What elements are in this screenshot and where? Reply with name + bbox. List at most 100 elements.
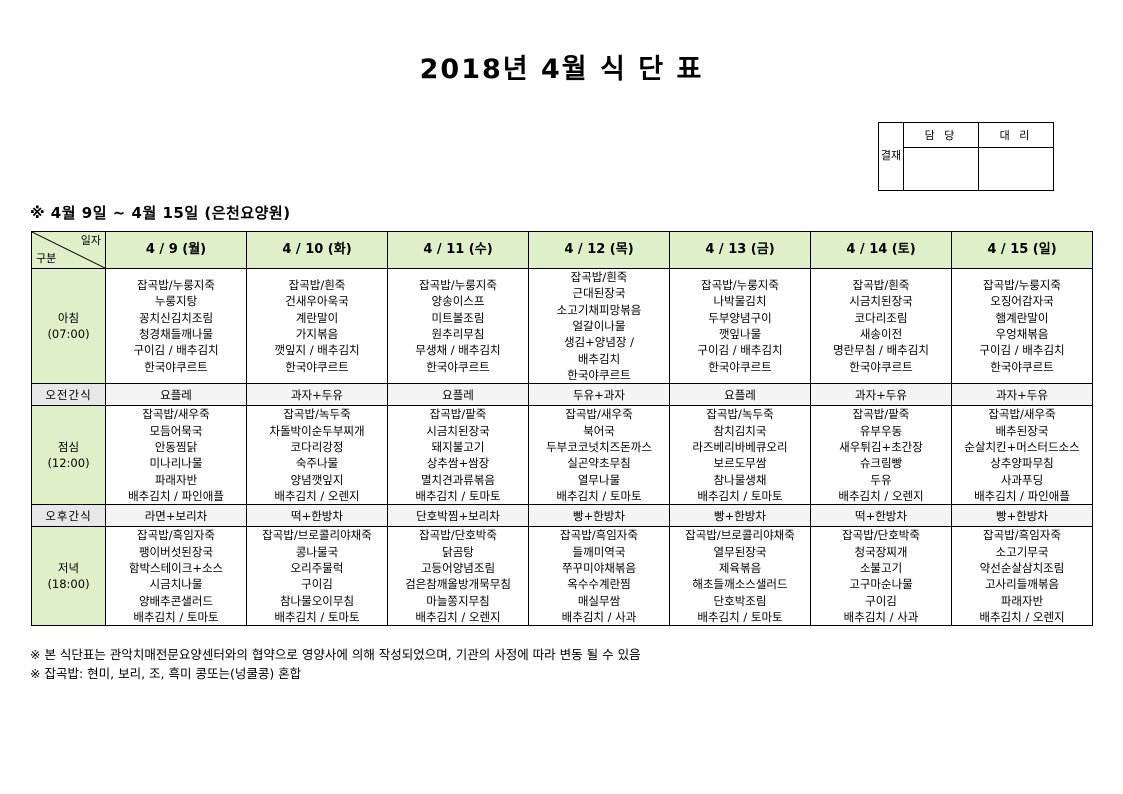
approval-signature-manager[interactable] <box>903 147 979 191</box>
dish-item: 양배추콘샐러드 <box>138 593 214 608</box>
dish-item: 깻잎나물 <box>718 327 762 342</box>
footnotes: ※ 본 식단표는 관악치매전문요양센터와의 협약으로 영양사에 의해 작성되었으… <box>30 645 641 684</box>
dish-item: 돼지불고기 <box>431 439 485 454</box>
cell-breakfast-day6: 잡곡밥/흰죽 시금치된장국 코다리조림 새송이전 명란무침 / 배추김치 한국야쿠르트 <box>810 267 952 385</box>
dish-item: 한국야쿠르트 <box>426 359 490 374</box>
cell-afternoon_snack-day5: 빵+한방차 <box>669 504 811 528</box>
dish-item: 함박스테이크+소스 <box>128 560 224 575</box>
dish-item: 계란말이 <box>295 310 339 325</box>
dish-item: 잡곡밥/녹두죽 <box>706 407 774 422</box>
dish-item: 들깨미역국 <box>572 544 626 559</box>
dish-item: 가지볶음 <box>295 327 339 342</box>
meal-label-dinner: 저녁 (18:00) <box>31 526 106 627</box>
dish-item: 코다리조림 <box>854 310 908 325</box>
dish-item: 배추김치 / 오렌지 <box>415 609 501 624</box>
dish-item: 배추김치 / 토마토 <box>556 488 642 503</box>
menu-row-dinner: 저녁 (18:00) 잡곡밥/흑임자죽 팽이버섯된장국 함박스테이크+소스 시금치나물 양배… <box>31 526 1093 627</box>
cell-dinner-day2: 잡곡밥/브로콜리야채죽 콩나물국 오리주물럭 구이김 참나물오이무침 배추김치 / 토마토 <box>246 526 388 627</box>
dish-item: 명란무침 / 배추김치 <box>833 343 929 358</box>
meal-label-afternoon_snack: 오후간식 <box>31 504 106 528</box>
corner-date-label: 일자 <box>80 234 101 247</box>
meal-name: 오후간식 <box>45 508 92 523</box>
dish-item: 잡곡밥/새우죽 <box>142 407 210 422</box>
dish-item: 배추김치 / 파인애플 <box>974 488 1070 503</box>
dish-item: 생김+양념장 / <box>563 335 635 350</box>
dish-item: 열무나물 <box>577 472 621 487</box>
dish-item: 새송이전 <box>859 327 903 342</box>
dish-item: 상추양파무침 <box>990 456 1054 471</box>
dish-item: 북어국 <box>583 423 615 438</box>
approval-box: 결재 담 당 대 리 <box>878 122 1054 191</box>
dish-item: 마늘쫑지무침 <box>426 593 490 608</box>
cell-morning_snack-day2: 과자+두유 <box>246 383 388 407</box>
cell-breakfast-day2: 잡곡밥/흰죽 건새우아욱국 계란말이 가지볶음 깻잎지 / 배추김치 한국야쿠르트 <box>246 267 388 385</box>
meal-label-morning_snack: 오전간식 <box>31 383 106 407</box>
dish-item: 잡곡밥/단호박죽 <box>842 528 920 543</box>
dish-item: 고구마순나물 <box>849 577 913 592</box>
menu-row-morning_snack: 오전간식 요플레 과자+두유 요플레 두유+과자 요플레 과자+두유 과자+두유 <box>31 383 1093 407</box>
dish-item: 배추김치 / 토마토 <box>697 609 783 624</box>
cell-dinner-day4: 잡곡밥/흑임자죽 들깨미역국 쭈꾸미야채볶음 옥수수계란찜 매실무쌈 배추김치 / 사과 <box>528 526 670 627</box>
approval-signature-deputy[interactable] <box>978 147 1054 191</box>
dish-item: 검은참깨올방개묵무침 <box>405 577 511 592</box>
approval-column-deputy: 대 리 <box>978 122 1054 148</box>
dish-item: 잡곡밥/브로콜리야채죽 <box>685 528 795 543</box>
dish-item: 배추김치 / 사과 <box>843 609 919 624</box>
cell-dinner-day3: 잡곡밥/단호박죽 닭곰탕 고등어양념조림 검은참깨올방개묵무침 마늘쫑지무침 배추김치 /… <box>387 526 529 627</box>
dish-item: 배추김치 / 토마토 <box>274 609 360 624</box>
dish-item: 원추리무침 <box>431 327 485 342</box>
dish-item: 양념깻잎지 <box>290 472 344 487</box>
dish-item: 차돌박이순두부찌개 <box>269 423 365 438</box>
dish-item: 슈크림빵 <box>859 456 903 471</box>
dish-item: 잡곡밥/단호박죽 <box>419 528 497 543</box>
page-title: 2018년 4월 식 단 표 <box>419 54 704 85</box>
meal-time: (12:00) <box>47 456 90 471</box>
cell-morning_snack-day1: 요플레 <box>105 383 247 407</box>
meal-name: 아침 <box>57 310 80 325</box>
dish-item: 순살치킨+머스터드소스 <box>964 439 1080 454</box>
cell-breakfast-day3: 잡곡밥/누룽지죽 양송이스프 미트볼조림 원추리무침 무생채 / 배추김치 한국야쿠르트 <box>387 267 529 385</box>
cell-dinner-day7: 잡곡밥/흑임자죽 소고기무국 약선순살삼치조림 고사리들깨볶음 파래자반 배추김치 / 오… <box>951 526 1093 627</box>
dish-item: 쭈꾸미야채볶음 <box>561 560 637 575</box>
dish-item: 배추김치 / 파인애플 <box>128 488 224 503</box>
cell-dinner-day6: 잡곡밥/단호박죽 청국장찌개 소불고기 고구마순나물 구이김 배추김치 / 사과 <box>810 526 952 627</box>
dish-item: 닭곰탕 <box>442 544 474 559</box>
dish-item: 코다리강정 <box>290 439 344 454</box>
dish-item: 양송이스프 <box>431 294 485 309</box>
menu-row-afternoon_snack: 오후간식 라면+보리차 떡+한방차 단호박찜+보리차 빵+한방차 빵+한방차 떡+한방차 빵+… <box>31 504 1093 528</box>
approval-signature-row <box>879 147 1054 191</box>
approval-label: 결재 <box>878 122 904 191</box>
cell-lunch-day2: 잡곡밥/녹두죽 차돌박이순두부찌개 코다리강정 숙주나물 양념깻잎지 배추김치 / 오렌지 <box>246 405 388 506</box>
dish-item: 한국야쿠르트 <box>990 359 1054 374</box>
approval-header-row: 결재 담 당 대 리 <box>878 122 1054 191</box>
dish-item: 옥수수계란찜 <box>567 577 631 592</box>
meal-name: 점심 <box>57 439 80 454</box>
cell-afternoon_snack-day3: 단호박찜+보리차 <box>387 504 529 528</box>
menu-table-header-row: 일자 구분 4 / 9 (월) 4 / 10 (화) 4 / 11 (수) 4 … <box>31 231 1093 269</box>
cell-dinner-day5: 잡곡밥/브로콜리야채죽 열무된장국 제육볶음 해초들깨소스샐러드 단호박조림 배추김치 /… <box>669 526 811 627</box>
dish-item: 참치김치국 <box>713 423 767 438</box>
dish-item: 오징어감자국 <box>990 294 1054 309</box>
dish-item: 숙주나물 <box>295 456 339 471</box>
day-header-thu: 4 / 12 (목) <box>528 231 670 269</box>
dish-item: 한국야쿠르트 <box>849 359 913 374</box>
cell-breakfast-day5: 잡곡밥/누룽지죽 나박물김치 두부양념구이 깻잎나물 구이김 / 배추김치 한국야쿠르트 <box>669 267 811 385</box>
meal-name: 저녁 <box>57 560 80 575</box>
dish-item: 배추김치 / 토마토 <box>133 609 219 624</box>
dish-item: 단호박조림 <box>713 593 767 608</box>
dish-item: 나박물김치 <box>713 294 767 309</box>
day-header-sat: 4 / 14 (토) <box>810 231 952 269</box>
meal-time: (07:00) <box>47 327 90 342</box>
cell-breakfast-day4: 잡곡밥/흰죽 근대된장국 소고기채피망볶음 얼갈이나물 생김+양념장 / 배추김치 한국야쿠… <box>528 267 670 385</box>
dish-item: 잡곡밥/브로콜리야채죽 <box>262 528 372 543</box>
dish-item: 상추쌈+쌈장 <box>426 456 490 471</box>
footnote-line-1: ※ 본 식단표는 관악치매전문요양센터와의 협약으로 영양사에 의해 작성되었으… <box>30 647 641 662</box>
dish-item: 햄계란말이 <box>995 310 1049 325</box>
menu-table-body: 아침 (07:00) 잡곡밥/누룽지죽 누룽지탕 꽁치신김치조림 청경채들깨나물 구이김 /… <box>31 267 1093 627</box>
cell-lunch-day7: 잡곡밥/새우죽 배추된장국 순살치킨+머스터드소스 상추양파무침 사과푸딩 배추김치 / … <box>951 405 1093 506</box>
approval-column-manager: 담 당 <box>903 122 979 148</box>
dish-item: 잡곡밥/녹두죽 <box>283 407 351 422</box>
dish-item: 한국야쿠르트 <box>708 359 772 374</box>
dish-item: 매실무쌈 <box>577 593 621 608</box>
dish-item: 잡곡밥/흑임자죽 <box>137 528 215 543</box>
